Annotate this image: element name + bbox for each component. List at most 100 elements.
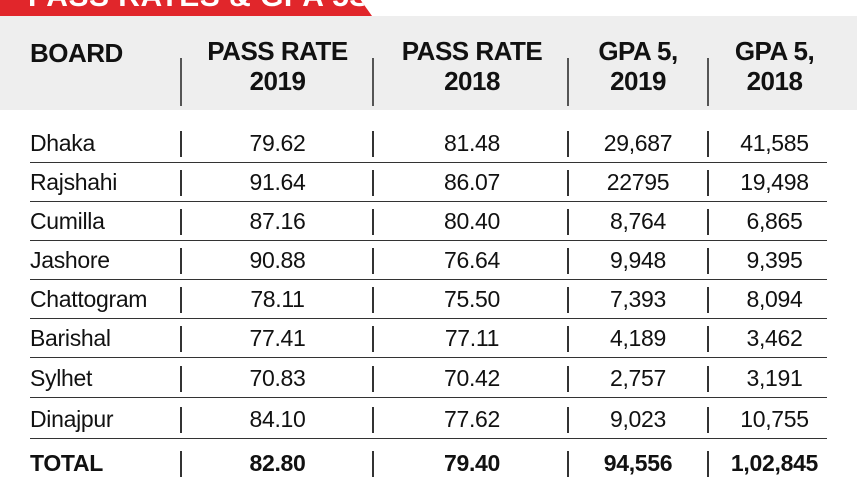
cell-pass-2019: 78.11 (250, 286, 305, 312)
cell-pass-2018: 80.40 (443, 208, 501, 234)
cell-gpa-2018: 41,585 (740, 130, 809, 156)
total-row: TOTAL 82.80 79.40 94,556 1,02,845 (0, 449, 857, 482)
cell-pass-2019: 77.41 (249, 325, 306, 351)
column-divider (707, 366, 709, 392)
cell-pass-2019: 70.83 (249, 365, 306, 391)
column-divider (180, 170, 182, 196)
row-divider (30, 240, 827, 241)
column-divider (707, 209, 709, 235)
cell-gpa-2019: 94,556 (603, 450, 673, 476)
cell-pass-2018: 75.50 (443, 286, 501, 312)
column-divider (372, 326, 374, 352)
cell-gpa-2018: 6,865 (746, 208, 803, 234)
cell-pass-2018: 86.07 (443, 169, 501, 195)
header-gpa5-2018: GPA 5, 2018 (712, 36, 837, 96)
column-divider (707, 170, 709, 196)
table-row: Jashore 90.88 76.64 9,948 9,395 (0, 246, 857, 284)
column-divider (707, 131, 709, 157)
header-divider (707, 58, 709, 106)
cell-pass-2019: 79.62 (249, 130, 306, 156)
column-divider (372, 451, 374, 477)
cell-gpa-2018: 19,498 (740, 169, 809, 195)
cell-pass-2018: 81.48 (443, 130, 501, 156)
header-pass-rate-2019-line1: PASS RATE (207, 36, 348, 66)
cell-pass-2018: 77.11 (444, 325, 500, 351)
cell-board: Chattogram (30, 286, 148, 312)
column-divider (567, 170, 569, 196)
cell-gpa-2018: 9,395 (746, 247, 803, 273)
cell-board: Rajshahi (30, 169, 118, 195)
table-row: Dhaka 79.62 81.48 29,687 41,585 (0, 129, 857, 167)
column-divider (567, 131, 569, 157)
cell-gpa-2019: 2,757 (609, 365, 667, 391)
column-divider (372, 366, 374, 392)
column-divider (707, 407, 709, 433)
row-divider (30, 438, 827, 439)
cell-pass-2018: 76.64 (443, 247, 501, 273)
column-divider (180, 451, 182, 477)
cell-pass-2019: 82.80 (249, 450, 306, 476)
cell-gpa-2018: 3,191 (746, 365, 803, 391)
column-divider (707, 248, 709, 274)
cell-pass-2019: 90.88 (249, 247, 306, 273)
cell-gpa-2018: 8,094 (746, 286, 803, 312)
cell-board: Sylhet (30, 365, 93, 391)
header-divider (180, 58, 182, 106)
cell-board: Jashore (30, 247, 110, 273)
cell-pass-2019: 84.10 (249, 406, 306, 432)
cell-gpa-2019: 29,687 (603, 130, 673, 156)
row-divider (30, 318, 827, 319)
column-divider (567, 209, 569, 235)
row-divider (30, 279, 827, 280)
cell-gpa-2018: 3,462 (746, 325, 803, 351)
cell-pass-2019: 91.64 (249, 169, 306, 195)
table-header: BOARD PASS RATE 2019 PASS RATE 2018 GPA … (0, 16, 857, 110)
header-divider (372, 58, 374, 106)
header-divider (567, 58, 569, 106)
table-row: Barishal 77.41 77.11 4,189 3,462 (0, 324, 857, 362)
header-pass-rate-2018: PASS RATE 2018 (378, 36, 566, 96)
column-divider (567, 366, 569, 392)
table-row: Rajshahi 91.64 86.07 22795 19,498 (0, 168, 857, 206)
header-gpa5-2018-line1: GPA 5, (734, 36, 815, 66)
column-divider (180, 366, 182, 392)
header-pass-rate-2019: PASS RATE 2019 (185, 36, 370, 96)
column-divider (372, 287, 374, 313)
cell-gpa-2019: 9,948 (609, 247, 667, 273)
column-divider (707, 287, 709, 313)
header-pass-rate-2018-line1: PASS RATE (401, 36, 543, 66)
column-divider (372, 170, 374, 196)
column-divider (180, 131, 182, 157)
column-divider (180, 287, 182, 313)
table-title-banner: PASS RATES & GPA 5S (0, 0, 372, 16)
column-divider (567, 451, 569, 477)
column-divider (707, 326, 709, 352)
table-row: Dinajpur 84.10 77.62 9,023 10,755 (0, 405, 857, 443)
table-row: Chattogram 78.11 75.50 7,393 8,094 (0, 285, 857, 323)
cell-board: TOTAL (30, 450, 104, 476)
column-divider (180, 407, 182, 433)
table-row: Sylhet 70.83 70.42 2,757 3,191 (0, 364, 857, 402)
column-divider (372, 209, 374, 235)
cell-pass-2018: 70.42 (443, 365, 501, 391)
cell-gpa-2019: 7,393 (609, 286, 667, 312)
cell-gpa-2018: 1,02,845 (730, 450, 819, 476)
column-divider (180, 326, 182, 352)
column-divider (180, 209, 182, 235)
column-divider (372, 248, 374, 274)
header-pass-rate-2019-line2: 2019 (249, 66, 306, 96)
cell-board: Barishal (30, 325, 111, 351)
cell-board: Dinajpur (30, 406, 114, 432)
header-gpa5-2019-line1: GPA 5, (598, 36, 678, 66)
cell-gpa-2019: 9,023 (609, 406, 667, 432)
row-divider (30, 357, 827, 358)
column-divider (372, 407, 374, 433)
column-divider (180, 248, 182, 274)
cell-pass-2019: 87.16 (249, 208, 306, 234)
cell-pass-2018: 77.62 (443, 406, 501, 432)
header-gpa5-2018-line2: 2018 (746, 66, 803, 96)
row-divider (30, 162, 827, 163)
row-divider (30, 201, 827, 202)
column-divider (567, 287, 569, 313)
